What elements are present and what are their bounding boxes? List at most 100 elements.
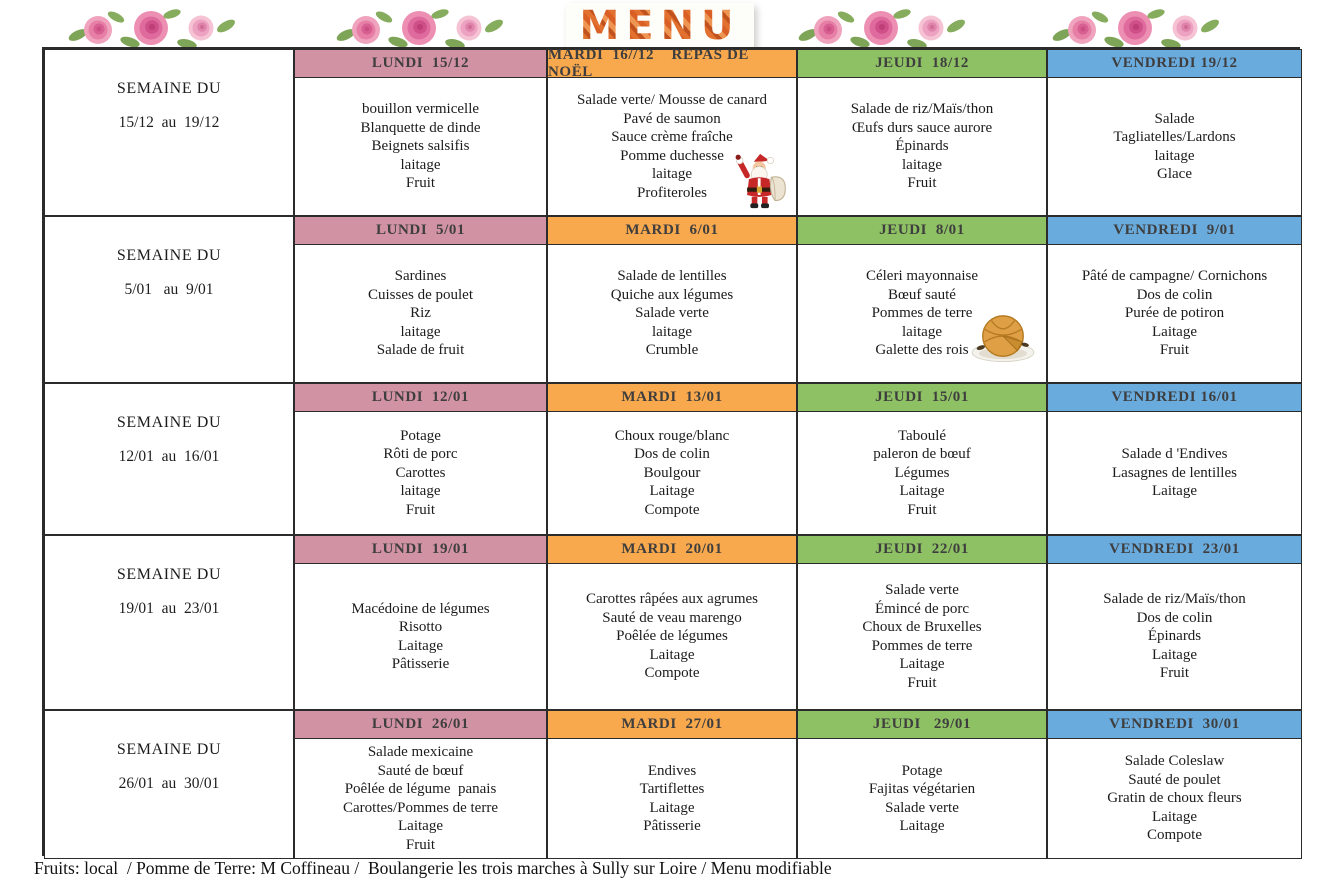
menu-item: Fruit — [907, 674, 937, 691]
menu-item: Potage — [400, 427, 441, 444]
menu-item: Laitage — [899, 818, 945, 834]
menu-item: Macédoine de légumes — [351, 600, 490, 617]
menu-item: laitage — [1154, 147, 1195, 164]
menu-item: Endives — [647, 762, 697, 779]
day-menu-items: Choux rouge/blanc Dos de colin Boulgour Lai… — [548, 412, 796, 534]
menu-item: Tartiflettes — [639, 781, 705, 797]
menu-item: Fruit — [1159, 665, 1190, 682]
day-menu-items: Pâté de campagne/ Cornichons Dos de colin… — [1048, 245, 1301, 382]
week-label-dates: 15/12 au 19/12 — [118, 114, 220, 131]
day-header: JEUDI 29/01 — [798, 711, 1046, 739]
day-menu-items: Céleri mayonnaise Bœuf sauté Pommes de ter… — [798, 245, 1046, 382]
day-menu-items: Salade Tagliatelles/Lardons laitage Glace — [1048, 78, 1301, 215]
galette-icon — [971, 315, 1035, 363]
menu-item: Salade verte — [885, 582, 959, 598]
day-header: MARDI 6/01 — [548, 217, 796, 245]
santa-icon — [735, 153, 786, 209]
menu-item: Fruit — [907, 175, 937, 192]
day-cell: VENDREDI 19/12 Salade Tagliatelles/Lardon… — [1047, 49, 1302, 216]
menu-item: Galette des rois — [875, 342, 969, 359]
menu-item: Salade mexicaine — [367, 744, 474, 760]
menu-item: Potage — [901, 762, 943, 779]
menu-item: Bœuf sauté — [888, 286, 956, 303]
menu-item: laitage — [400, 483, 441, 500]
menu-item: Pâté de campagne/ Cornichons — [1081, 268, 1268, 285]
menu-item: Cuisses de poulet — [368, 286, 473, 303]
day-menu-items: Salade mexicaine Sauté de bœuf Poêlée de l… — [295, 739, 546, 858]
day-menu-items: Salade verte/ Mousse de canard Pavé de sa… — [548, 78, 796, 215]
menu-item: Compote — [1147, 827, 1202, 844]
day-cell: MARDI 16//12 REPAS DE NOËL Salade verte/… — [547, 47, 797, 216]
day-menu-items: Salade de lentilles Quiche aux légumes Sal… — [548, 245, 796, 382]
menu-item: Carottes râpées aux agrumes — [585, 591, 759, 608]
day-menu-items: Salade verte Émincé de porc Choux de Bruxe… — [798, 564, 1046, 709]
menu-item: Laitage — [649, 646, 695, 663]
day-cell: VENDREDI 30/01 Salade Coleslaw Sauté de p… — [1047, 710, 1302, 859]
menu-item: Laitage — [1152, 323, 1197, 340]
day-header: JEUDI 18/12 — [798, 50, 1046, 78]
menu-item: Sardines — [394, 268, 447, 285]
week-row: SEMAINE DU 5/01 au 9/01 LUNDI 5/01 Sardi… — [44, 216, 1302, 383]
day-menu-items: Salade de riz/Maïs/thon Dos de colin Épina… — [1048, 564, 1301, 709]
menu-item: laitage — [652, 323, 692, 340]
day-cell: LUNDI 19/01 Macédoine de légumes Risotto L… — [294, 535, 547, 710]
menu-item: Pavé de saumon — [623, 110, 721, 127]
day-header: VENDREDI 23/01 — [1048, 536, 1301, 564]
footer-note: Fruits: local / Pomme de Terre: M Coffin… — [34, 858, 832, 878]
menu-item: Pommes de terre — [871, 637, 973, 654]
day-cell: MARDI 20/01 Carottes râpées aux agrumes S… — [547, 535, 797, 710]
day-header: JEUDI 15/01 — [798, 384, 1046, 412]
day-menu-items: Salade Coleslaw Sauté de poulet Gratin de … — [1048, 739, 1301, 858]
menu-item: Laitage — [899, 656, 945, 672]
week-label-dates: 19/01 au 23/01 — [118, 600, 220, 617]
menu-item: Céleri mayonnaise — [865, 268, 979, 285]
menu-item: Poêlée de légume panais — [344, 781, 497, 797]
day-header: JEUDI 8/01 — [798, 217, 1046, 245]
roses-icon — [336, 9, 503, 49]
day-cell: LUNDI 12/01 Potage Rôti de porc Carottes la… — [294, 383, 547, 535]
menu-item: Blanquette de dinde — [360, 119, 481, 136]
menu-item: Pomme duchesse — [620, 147, 724, 164]
week-label-title: SEMAINE DU — [116, 80, 222, 97]
menu-item: Laitage — [1152, 808, 1197, 825]
menu-item: paleron de bœuf — [873, 446, 971, 463]
menu-item: Œufs durs sauce aurore — [851, 119, 993, 136]
menu-item: Sauté de bœuf — [377, 762, 464, 779]
menu-item: Gratin de choux fleurs — [1107, 790, 1242, 807]
menu-item: Fruit — [1159, 342, 1190, 359]
day-header: MARDI 20/01 — [548, 536, 796, 564]
menu-item: Carottes — [395, 464, 446, 481]
menu-item: Choux de Bruxelles — [862, 619, 982, 635]
week-row: SEMAINE DU 15/12 au 19/12 LUNDI 15/12 bo… — [44, 47, 1302, 216]
menu-item: Beignets salsifis — [371, 138, 470, 155]
day-cell: MARDI 27/01 Endives Tartiflettes Laitage Pâ… — [547, 710, 797, 859]
menu-item: Dos de colin — [1136, 609, 1213, 626]
page-title: MENU — [566, 3, 754, 49]
menu-item: Salade verte/ Mousse de canard — [577, 92, 767, 108]
day-menu-items: Potage Fajitas végétarien Salade verte Lait… — [798, 739, 1046, 858]
menu-item: Laitage — [899, 483, 945, 500]
day-cell: MARDI 6/01 Salade de lentilles Quiche aux… — [547, 216, 797, 383]
day-menu-items: bouillon vermicelle Blanquette de dinde Be… — [295, 78, 546, 215]
menu-item: Compote — [644, 665, 700, 682]
day-cell: JEUDI 29/01 Potage Fajitas végétarien Sala… — [797, 710, 1047, 859]
menu-item: Carottes/Pommes de terre — [343, 799, 498, 816]
menu-item: Sauce crème fraîche — [611, 129, 733, 145]
header-band: MENU — [0, 3, 1339, 49]
menu-item: Salade de riz/Maïs/thon — [1103, 591, 1246, 608]
day-menu-items: Macédoine de légumes Risotto Laitage Pâtiss… — [295, 564, 546, 709]
menu-item: Salade de fruit — [376, 342, 465, 359]
day-header: LUNDI 15/12 — [295, 50, 546, 78]
week-label-cell: SEMAINE DU 5/01 au 9/01 — [44, 216, 294, 383]
menu-item: Pommes de terre — [871, 305, 973, 322]
day-header: MARDI 13/01 — [548, 384, 796, 412]
week-label-dates: 26/01 au 30/01 — [118, 775, 220, 792]
week-label-title: SEMAINE DU — [116, 741, 222, 758]
menu-item: Tagliatelles/Lardons — [1113, 129, 1236, 145]
menu-item: Laitage — [649, 483, 695, 500]
menu-item: Choux rouge/blanc — [614, 427, 730, 444]
menu-item: Fruit — [405, 836, 436, 853]
day-menu-items: Salade de riz/Maïs/thon Œufs durs sauce a… — [798, 78, 1046, 215]
day-menu-items: Endives Tartiflettes Laitage Pâtisserie — [548, 739, 796, 858]
day-cell: LUNDI 5/01 Sardines Cuisses de poulet Riz l… — [294, 216, 547, 383]
